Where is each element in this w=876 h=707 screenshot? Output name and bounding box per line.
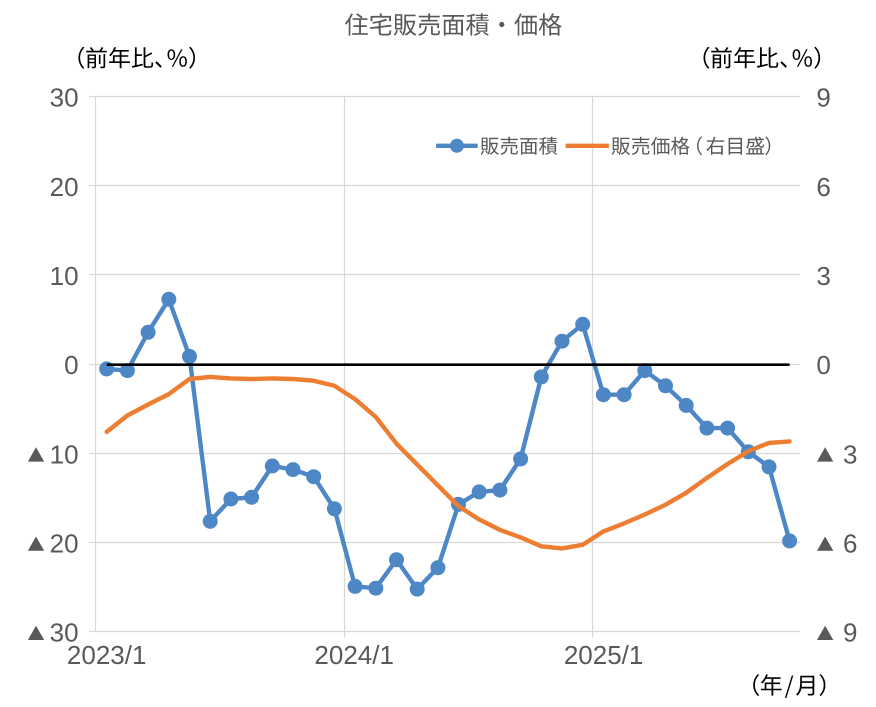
svg-text:20: 20 [50, 172, 79, 202]
svg-text:9: 9 [816, 83, 830, 113]
svg-text:10: 10 [50, 261, 79, 291]
svg-text:0: 0 [64, 350, 78, 380]
svg-text:2025/1: 2025/1 [564, 640, 644, 670]
svg-text:3: 3 [816, 261, 830, 291]
svg-text:30: 30 [50, 83, 79, 113]
svg-text:10: 10 [50, 439, 79, 469]
svg-text:20: 20 [50, 528, 79, 558]
svg-text:2024/1: 2024/1 [314, 640, 394, 670]
svg-text:6: 6 [816, 172, 830, 202]
svg-text:3: 3 [843, 439, 857, 469]
svg-text:30: 30 [50, 618, 79, 648]
svg-text:0: 0 [816, 350, 830, 380]
svg-text:2023/1: 2023/1 [67, 640, 147, 670]
svg-text:6: 6 [843, 528, 857, 558]
svg-text:9: 9 [843, 618, 857, 648]
